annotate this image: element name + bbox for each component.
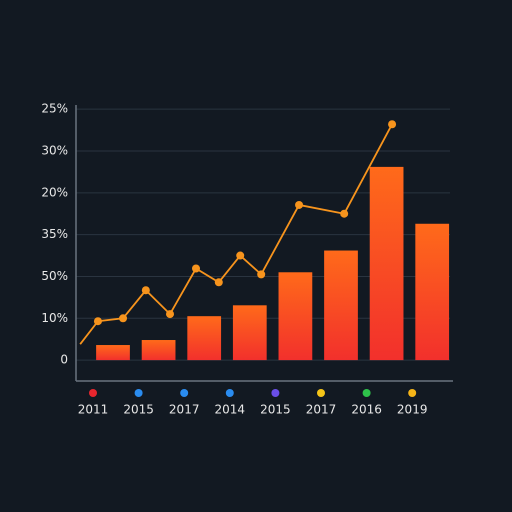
trend-line [79, 123, 393, 345]
line-point [141, 286, 150, 295]
legend-dot [134, 389, 143, 397]
x-tick-label: 2015 [123, 403, 154, 417]
legend-dot [89, 389, 97, 397]
legend-dot [362, 389, 371, 397]
line-point [236, 251, 245, 260]
y-tick-label: 50% [41, 269, 68, 283]
legend-dot [408, 389, 417, 397]
y-tick-label: 30% [41, 144, 68, 158]
y-tick-label: 0 [60, 353, 68, 367]
bar [187, 316, 222, 361]
x-tick-label: 2014 [215, 403, 246, 417]
x-tick-label: 2017 [306, 403, 337, 417]
legend-dot [271, 389, 280, 397]
legend-dot [317, 389, 325, 397]
y-tick-label: 20% [41, 185, 68, 199]
line-point [166, 310, 174, 319]
y-tick-label: 35% [41, 227, 68, 241]
x-tick-label: 2017 [169, 403, 200, 417]
line-point [257, 270, 266, 279]
bar [369, 166, 404, 361]
x-tick-label: 2016 [351, 403, 382, 417]
line-point [214, 278, 223, 287]
bar [415, 223, 450, 361]
line-point [295, 200, 304, 209]
bar [232, 305, 267, 361]
line-point [93, 317, 102, 326]
bar [278, 272, 313, 361]
x-tick-label: 2015 [260, 403, 291, 417]
bar [324, 250, 358, 361]
line-point [340, 209, 349, 218]
bar [141, 340, 176, 361]
bar [96, 345, 130, 361]
line-point [388, 120, 397, 129]
y-tick-label: 10% [41, 311, 68, 325]
line-point [119, 314, 128, 323]
legend-dot [180, 389, 189, 397]
line-point [191, 264, 200, 273]
y-tick-label: 25% [41, 102, 68, 116]
legend-dot [225, 389, 234, 397]
x-tick-label: 2011 [78, 403, 109, 417]
x-tick-label: 2019 [397, 403, 428, 417]
